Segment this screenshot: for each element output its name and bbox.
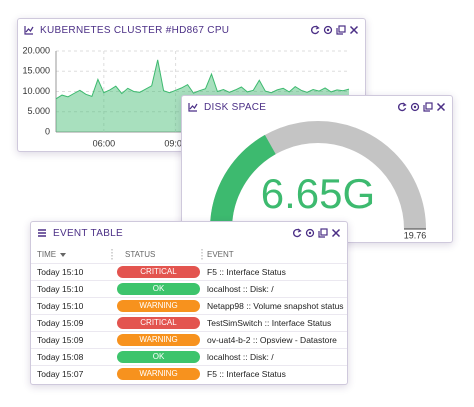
widget-icons	[310, 25, 359, 35]
event-cell: TestSimSwitch :: Interface Status	[207, 318, 332, 328]
x-tick-label: 09:00	[164, 138, 187, 148]
widget-icons	[292, 228, 341, 238]
time-cell: Today 15:10	[37, 267, 84, 277]
widget-header: KUBERNETES CLUSTER #HD867 CPU	[18, 19, 365, 41]
widget-title: EVENT TABLE	[53, 227, 123, 239]
event-widget: EVENT TABLE TIME STATUS EVENT Today 15:1…	[30, 221, 348, 385]
table-row[interactable]: Today 15:07 WARNING F5 :: Interface Status	[31, 365, 347, 383]
copy-icon[interactable]	[336, 25, 346, 35]
gauge-value	[210, 134, 277, 230]
menu-icon[interactable]	[37, 228, 47, 238]
table-row[interactable]: Today 15:10 CRITICAL F5 :: Interface Statu…	[31, 263, 347, 281]
table-row[interactable]: Today 15:09 CRITICAL TestSimSwitch :: Inte…	[31, 314, 347, 332]
time-cell: Today 15:09	[37, 318, 84, 328]
column-header[interactable]: TIME	[37, 250, 57, 259]
y-tick-label: 15.000	[22, 66, 50, 76]
close-icon[interactable]	[349, 25, 359, 35]
time-cell: Today 15:07	[37, 369, 84, 379]
event-cell: F5 :: Interface Status	[207, 267, 286, 277]
y-tick-label: 0	[45, 126, 50, 136]
event-cell: Netapp98 :: Volume snapshot status	[207, 301, 344, 311]
y-tick-label: 10.000	[22, 86, 50, 96]
disk-widget: DISK SPACE 6.65G 19.76	[181, 95, 453, 243]
widget-header: EVENT TABLE	[31, 222, 347, 244]
close-icon[interactable]	[436, 102, 446, 112]
time-cell: Today 15:09	[37, 335, 84, 345]
refresh-icon[interactable]	[292, 228, 302, 238]
chart-icon	[24, 26, 34, 35]
copy-icon[interactable]	[423, 102, 433, 112]
gauge-value-label: 6.65G	[261, 170, 375, 217]
status-pill: WARNING	[117, 300, 200, 312]
table-row[interactable]: Today 15:10 OK localhost :: Disk: /	[31, 280, 347, 298]
table-body: Today 15:10 CRITICAL F5 :: Interface Statu…	[31, 263, 347, 384]
status-pill: OK	[117, 283, 200, 295]
sort-icon[interactable]	[60, 252, 66, 258]
status-pill: OK	[117, 351, 200, 363]
column-separator	[201, 249, 203, 261]
table-row[interactable]: Today 15:10 WARNING Netapp98 :: Volume sna…	[31, 297, 347, 315]
chart-icon	[188, 103, 198, 112]
status-pill: WARNING	[117, 334, 200, 346]
widget-icons	[397, 102, 446, 112]
gauge-chart: 6.65G 19.76	[210, 121, 427, 240]
status-pill: CRITICAL	[117, 317, 200, 329]
y-tick-label: 20.000	[22, 45, 50, 55]
time-cell: Today 15:10	[37, 284, 84, 294]
settings-icon[interactable]	[410, 102, 420, 112]
event-cell: ov-uat4-b-2 :: Opsview - Datastore	[207, 335, 337, 345]
widget-title: DISK SPACE	[204, 101, 267, 113]
close-icon[interactable]	[331, 228, 341, 238]
time-cell: Today 15:10	[37, 301, 84, 311]
table-row[interactable]: Today 15:08 OK localhost :: Disk: /	[31, 348, 347, 366]
event-cell: localhost :: Disk: /	[207, 352, 274, 362]
x-tick-label: 06:00	[93, 138, 116, 148]
table-row[interactable]: Today 15:09 WARNING ov-uat4-b-2 :: Opsview…	[31, 331, 347, 349]
line	[55, 59, 350, 100]
widget-header: DISK SPACE	[182, 96, 452, 118]
gauge-tick-label: 19.76	[404, 230, 427, 240]
column-header[interactable]: EVENT	[207, 250, 234, 259]
y-tick-label: 5.000	[27, 106, 50, 116]
column-separator	[111, 249, 113, 261]
copy-icon[interactable]	[318, 228, 328, 238]
event-cell: F5 :: Interface Status	[207, 369, 286, 379]
refresh-icon[interactable]	[397, 102, 407, 112]
settings-icon[interactable]	[323, 25, 333, 35]
event-cell: localhost :: Disk: /	[207, 284, 274, 294]
widget-title: KUBERNETES CLUSTER #HD867 CPU	[40, 24, 230, 36]
time-cell: Today 15:08	[37, 352, 84, 362]
refresh-icon[interactable]	[310, 25, 320, 35]
status-pill: CRITICAL	[117, 266, 200, 278]
column-header[interactable]: STATUS	[125, 250, 156, 259]
settings-icon[interactable]	[305, 228, 315, 238]
status-pill: WARNING	[117, 368, 200, 380]
